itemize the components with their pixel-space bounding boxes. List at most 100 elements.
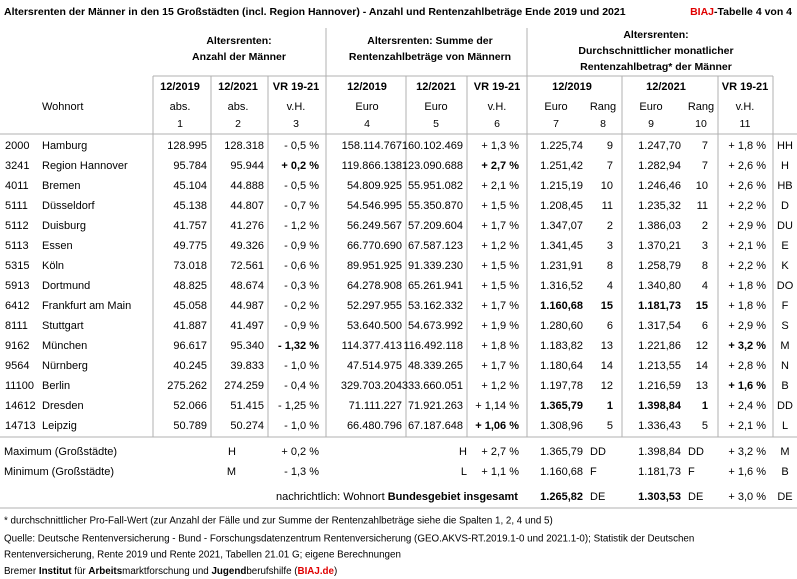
summary-cell: H (459, 446, 467, 458)
cell: 1.336,43 (638, 420, 681, 432)
place-name: Stuttgart (42, 320, 84, 332)
cell: 4011 (5, 180, 29, 192)
place-name: Hamburg (42, 140, 87, 152)
cell: 53.640.500 (347, 320, 402, 332)
cell: 15 (601, 300, 613, 312)
unit-header: abs. (170, 101, 191, 113)
summary-label: Minimum (Großstädte) (4, 466, 114, 478)
summary-cell: DD (590, 446, 606, 458)
cell: - 0,7 % (284, 200, 319, 212)
footnote: Rentenversicherung, Rente 2019 und Rente… (4, 550, 401, 561)
summary-cell: 1.303,53 (638, 491, 681, 503)
place-name: Nürnberg (42, 360, 88, 372)
cell: + 2,4 % (728, 400, 766, 412)
summary-cell: 1.265,82 (540, 491, 583, 503)
summary-cell: F (590, 466, 597, 478)
cell: - 0,5 % (284, 140, 319, 152)
cell: + 1,7 % (481, 300, 519, 312)
cell: DO (777, 280, 794, 292)
table-tag-part: BIAJ (690, 6, 714, 18)
cell: + 1,5 % (481, 200, 519, 212)
cell: 54.673.992 (408, 320, 463, 332)
cell: 1.160,68 (540, 300, 583, 312)
group-header: Anzahl der Männer (192, 51, 286, 63)
cell: S (781, 320, 788, 332)
cell: 40.245 (173, 360, 207, 372)
place-name: Duisburg (42, 220, 86, 232)
column-number: 2 (235, 118, 241, 130)
summary-cell: 1.398,84 (638, 446, 681, 458)
cell: 72.561 (230, 260, 264, 272)
cell: 10 (696, 180, 708, 192)
cell: 5 (702, 420, 708, 432)
summary-cell: 1.160,68 (540, 466, 583, 478)
period-header: 12/2019 (160, 81, 200, 93)
cell: 50.789 (173, 420, 207, 432)
place-name: Dortmund (42, 280, 90, 292)
cell: 41.757 (173, 220, 207, 232)
column-number: 4 (364, 118, 370, 130)
cell: + 1,7 % (481, 220, 519, 232)
cell: + 0,2 % (281, 160, 319, 172)
cell: 52.066 (173, 400, 207, 412)
credit-part: für (72, 566, 89, 577)
cell: 50.274 (230, 420, 264, 432)
period-header: 12/2021 (416, 81, 456, 93)
cell: 1.183,82 (540, 340, 583, 352)
group-header: Altersrenten: (623, 29, 688, 41)
cell: 11 (602, 200, 613, 212)
cell: 73.018 (173, 260, 207, 272)
cell: 9162 (5, 340, 29, 352)
column-number: 6 (494, 118, 500, 130)
cell: 53.162.332 (408, 300, 463, 312)
cell: + 1,9 % (481, 320, 519, 332)
cell: + 2,7 % (481, 160, 519, 172)
cell: 8 (607, 260, 613, 272)
summary-cell: 1.181,73 (638, 466, 681, 478)
summary-cell: H (228, 446, 236, 458)
cell: 14713 (5, 420, 36, 432)
cell: 12 (696, 340, 708, 352)
cell: 95.784 (173, 160, 207, 172)
cell: HB (777, 180, 792, 192)
cell: + 1,8 % (728, 280, 766, 292)
summary-cell: + 3,2 % (728, 446, 766, 458)
cell: 8 (702, 260, 708, 272)
period-header: VR 19-21 (722, 81, 768, 93)
cell: 39.833 (230, 360, 264, 372)
cell: 9564 (5, 360, 29, 372)
cell: 1.258,79 (638, 260, 681, 272)
cell: 54.809.925 (347, 180, 402, 192)
summary-cell: B (781, 466, 788, 478)
cell: - 1,32 % (278, 340, 319, 352)
cell: 4 (702, 280, 708, 292)
cell: - 0,5 % (284, 180, 319, 192)
cell: - 0,9 % (284, 240, 319, 252)
column-number: 11 (740, 118, 751, 130)
place-name: München (42, 340, 87, 352)
cell: 44.807 (230, 200, 264, 212)
place-name: Region Hannover (42, 160, 128, 172)
cell: 41.887 (173, 320, 207, 332)
cell: E (781, 240, 788, 252)
cell: 9 (607, 140, 613, 152)
cell: 10 (601, 180, 613, 192)
cell: + 1,2 % (481, 240, 519, 252)
cell: L (782, 420, 788, 432)
place-name: Berlin (42, 380, 70, 392)
cell: 7 (607, 160, 613, 172)
cell: 91.339.230 (408, 260, 463, 272)
summary-cell: F (688, 466, 695, 478)
cell: + 1,8 % (728, 300, 766, 312)
credit-part: ) (334, 566, 337, 577)
place-name: Leipzig (42, 420, 77, 432)
table-tag: BIAJ-Tabelle 4 von 4 (690, 6, 792, 18)
cell: 5112 (5, 220, 29, 232)
cell: 44.888 (230, 180, 264, 192)
cell: 64.278.908 (347, 280, 402, 292)
cell: + 1,3 % (481, 140, 519, 152)
column-number: 8 (600, 118, 606, 130)
cell: 3241 (5, 160, 29, 172)
unit-header: Rang (688, 101, 714, 113)
